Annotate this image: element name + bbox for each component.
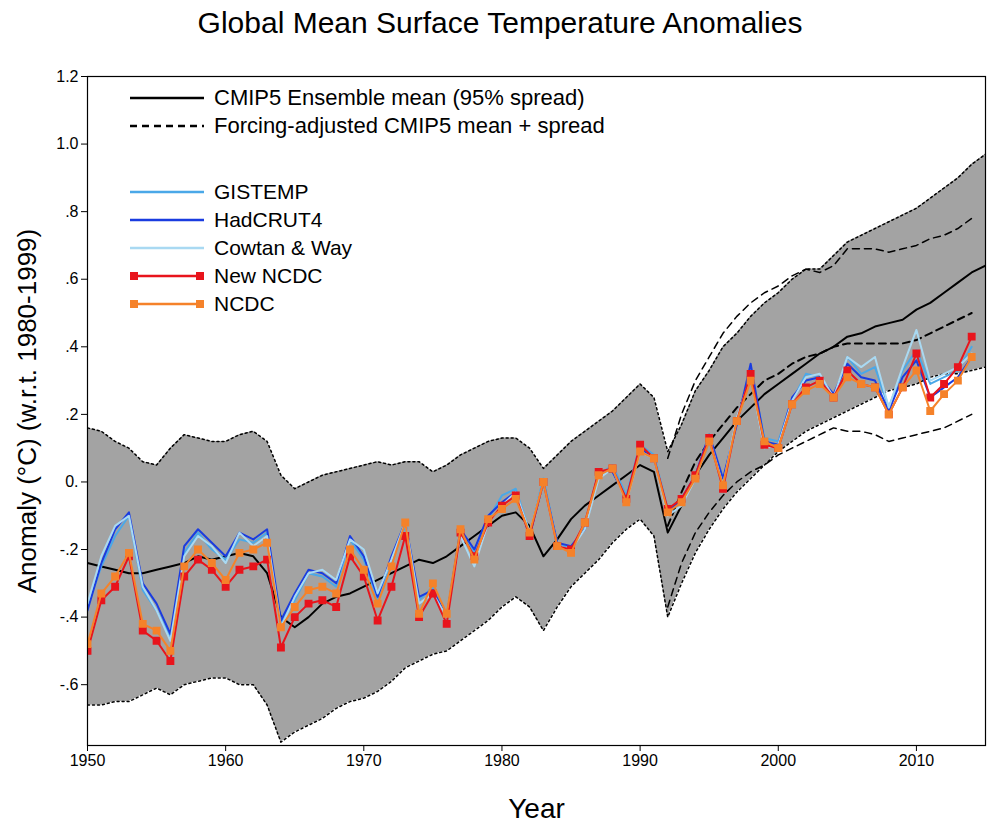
svg-text:-.4: -.4 — [60, 608, 79, 625]
svg-text:1.0: 1.0 — [56, 135, 78, 152]
svg-text:0.: 0. — [65, 473, 78, 490]
html-text:Cowtan & Way: Cowtan & Way — [214, 236, 353, 259]
svg-text:-.2: -.2 — [60, 541, 79, 558]
svg-text:.8: .8 — [65, 203, 78, 220]
svg-text:1970: 1970 — [346, 752, 382, 769]
svg-text:-.6: -.6 — [60, 676, 79, 693]
svg-text:Anomaly (°C) (w.r.t. 1980-1999: Anomaly (°C) (w.r.t. 1980-1999) — [12, 229, 42, 593]
html-text:HadCRUT4: HadCRUT4 — [214, 208, 323, 231]
svg-text:1980: 1980 — [484, 752, 520, 769]
svg-text:1.2: 1.2 — [56, 68, 78, 85]
svg-text:.6: .6 — [65, 270, 78, 287]
svg-text:Year: Year — [508, 793, 565, 824]
html-text:GISTEMP: GISTEMP — [214, 180, 309, 203]
svg-text:1990: 1990 — [622, 752, 658, 769]
svg-text:2000: 2000 — [760, 752, 796, 769]
svg-text:2010: 2010 — [899, 752, 935, 769]
svg-text:1960: 1960 — [208, 752, 244, 769]
svg-text:.2: .2 — [65, 405, 78, 422]
html-text:Global Mean Surface Temperatur: Global Mean Surface Temperature Anomalie… — [197, 6, 803, 39]
html-text:NCDC: NCDC — [214, 292, 275, 315]
svg-text:.4: .4 — [65, 338, 78, 355]
html-text:CMIP5 Ensemble mean (95% sprea: CMIP5 Ensemble mean (95% spread) — [214, 85, 585, 110]
html-text:Forcing-adjusted CMIP5 mean +: Forcing-adjusted CMIP5 mean + spread — [214, 113, 605, 138]
html-text:New NCDC: New NCDC — [214, 264, 323, 287]
svg-text:1950: 1950 — [70, 752, 106, 769]
